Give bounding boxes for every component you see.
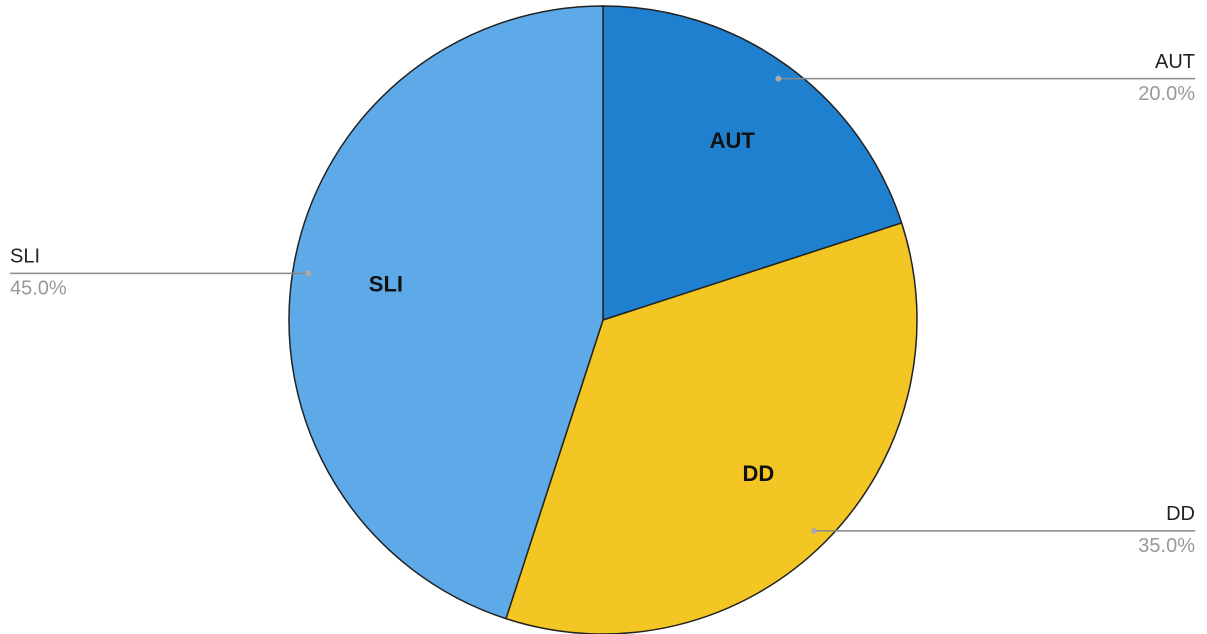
outer-label: DD xyxy=(1166,503,1195,525)
leader-dot xyxy=(305,270,312,277)
outer-value: 35.0% xyxy=(1138,535,1195,557)
outer-label: AUT xyxy=(1155,51,1195,73)
outer-value: 45.0% xyxy=(10,278,67,300)
pie-slice xyxy=(288,5,604,620)
slice-label: AUT xyxy=(710,128,756,153)
slice-label: SLI xyxy=(369,271,403,296)
pie-slice xyxy=(602,5,903,322)
leader-dot xyxy=(775,75,782,82)
leader-dot xyxy=(810,527,817,534)
slice-label: DD xyxy=(743,461,775,486)
outer-value: 20.0% xyxy=(1138,83,1195,105)
outer-label: SLI xyxy=(10,246,40,268)
